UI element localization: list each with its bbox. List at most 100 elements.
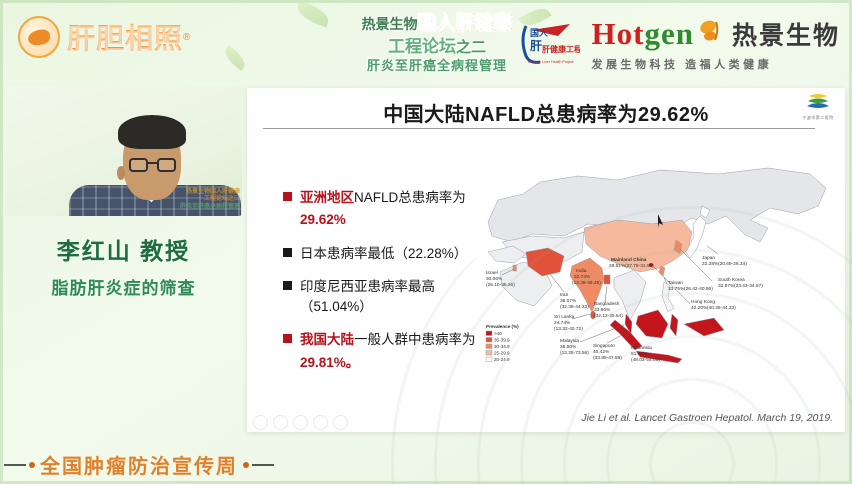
slide-dot[interactable] xyxy=(253,415,268,430)
registered-mark: ® xyxy=(183,31,191,43)
svg-text:Taiwan: Taiwan xyxy=(668,280,683,286)
forum-logo-line2: 工程论坛之二 xyxy=(342,36,532,58)
svg-text:(25.10-35.26): (25.10-35.26) xyxy=(486,282,515,288)
map-island-papua xyxy=(683,317,725,337)
slide-dot[interactable] xyxy=(333,415,348,430)
map-region-west-asia xyxy=(487,245,527,264)
map-country-sri-lanka xyxy=(590,310,596,320)
svg-text:Singapore: Singapore xyxy=(593,343,615,349)
map-island-java xyxy=(635,350,683,364)
bullet-highlight: 亚洲地区 xyxy=(300,190,354,205)
map-country-south-korea xyxy=(673,239,683,255)
svg-text:(33.95-47.59): (33.95-47.59) xyxy=(593,355,622,361)
map-country-india xyxy=(569,257,605,313)
bullet-text: 日本患病率最低（22.28%） xyxy=(300,245,468,261)
presentation-slide: 中国大陆NAFLD总患病率为29.62% 宁波市第二医院 亚洲地区NAFLD总患… xyxy=(247,88,845,432)
svg-text:(13.39-49.49): (13.39-49.49) xyxy=(572,280,601,286)
svg-text:Mainland China: Mainland China xyxy=(611,257,647,263)
map-country-philippines xyxy=(661,281,675,313)
slide-dot[interactable] xyxy=(273,415,288,430)
svg-text:42.20%: 42.20% xyxy=(691,305,708,311)
map-country-israel xyxy=(512,264,517,272)
speaker-topic: 脂肪肝炎症的筛查 xyxy=(51,279,196,298)
svg-text:35-39.9: 35-39.9 xyxy=(494,338,510,343)
svg-text:(48.03-54.05): (48.03-54.05) xyxy=(631,357,660,363)
banner-dash-right xyxy=(252,463,274,466)
speaker-ear xyxy=(117,166,125,180)
map-label-sri-lanka: Sri Lanka 24.74% (13.32-40.72) xyxy=(554,314,583,332)
banner-dash-left xyxy=(4,463,26,466)
svg-text:Hong Kong: Hong Kong xyxy=(691,299,715,305)
hospital-logo-icon xyxy=(807,94,829,108)
svg-text:Prevalence (%): Prevalence (%) xyxy=(486,324,519,329)
svg-text:Indonesia: Indonesia xyxy=(631,345,652,351)
speaker-glasses xyxy=(129,158,176,174)
map-island-hokkaido xyxy=(699,205,711,219)
svg-text:33.75%: 33.75% xyxy=(668,286,685,292)
svg-text:(32.12-35.64): (32.12-35.64) xyxy=(594,313,623,319)
svg-text:30.06%: 30.06% xyxy=(486,276,503,282)
slide-dot[interactable] xyxy=(293,415,308,430)
svg-text:Israel: Israel xyxy=(486,270,498,276)
svg-text:(23.43-34.67): (23.43-34.67) xyxy=(734,283,763,289)
map-label-malaysia: Malaysia 38.50% (13.35-73.56) xyxy=(560,338,589,356)
mouse-cursor-icon xyxy=(658,214,663,228)
svg-text:(26.42-40.96): (26.42-40.96) xyxy=(684,286,713,292)
forum-logo: 热景生物国人肝健康 工程论坛之二 肝炎至肝癌全病程管理 xyxy=(342,12,532,74)
svg-text:Japan: Japan xyxy=(702,255,715,261)
butterfly-icon xyxy=(700,20,719,41)
banner-dot-right xyxy=(243,461,249,468)
map-label-indonesia: Indonesia 51.04% (48.03-54.05) xyxy=(631,345,660,363)
hospital-logo-text: 宁波市第二医院 xyxy=(802,115,834,120)
forum-title-sub: 工程论坛 xyxy=(387,36,456,56)
svg-text:(20.69-26.34): (20.69-26.34) xyxy=(718,261,747,267)
bullet-item: 日本患病率最低（22.28%） xyxy=(283,244,493,264)
bullet-item: 印度尼西亚患病率最高（51.04%） xyxy=(283,277,493,318)
map-label-japan: Japan 22.28% (20.69-26.34) xyxy=(702,255,747,267)
svg-text:(40.35-44.23): (40.35-44.23) xyxy=(707,305,736,311)
liver-emblem-icon xyxy=(18,16,60,58)
project-logo-text3: Chinese Liver Health Project xyxy=(528,60,574,64)
map-label-iran: Iran 38.07% (32.38-44.33) xyxy=(560,292,589,310)
svg-text:20-24.9: 20-24.9 xyxy=(494,357,510,362)
map-label-south-korea: South Korea 32.87% (23.43-34.67) xyxy=(718,277,763,289)
hotgen-tagline: 发展生物科技 造福人类健康 xyxy=(591,59,773,71)
watermark-line: 工程论坛之二 xyxy=(203,196,240,203)
map-country-iran xyxy=(525,247,565,277)
gandanxiangzhao-logo-text: 肝胆相照 xyxy=(67,17,183,57)
slide-citation: Jie Li et al. Lancet Gastroen Hepatol. M… xyxy=(581,412,833,424)
svg-text:India: India xyxy=(576,268,587,274)
banner-dot-left xyxy=(29,461,35,468)
forum-logo-line3: 肝炎至肝癌全病程管理 xyxy=(366,57,507,73)
hotgen-wordmark: Hotgen xyxy=(591,16,694,51)
slide-dot[interactable] xyxy=(313,415,328,430)
map-region-north-asia xyxy=(487,167,827,243)
hospital-logo: 宁波市第二医院 xyxy=(801,92,835,121)
asia-prevalence-map: Israel 30.06% (25.10-35.26) Iran 38.07% … xyxy=(468,162,844,404)
project-logo-text2: 肝健康工程 xyxy=(542,44,580,54)
svg-text:22.28%: 22.28% xyxy=(702,261,719,267)
svg-text:51.04%: 51.04% xyxy=(631,351,648,357)
speaker-name: 李红山 教授 xyxy=(56,238,191,264)
svg-text:38.07%: 38.07% xyxy=(560,298,577,304)
map-label-india: India 32.74% (13.39-49.49) xyxy=(572,268,601,286)
bullet-item: 亚洲地区NAFLD总患病率为 29.62% xyxy=(283,188,493,231)
map-label-bangladesh: Bangladesh 33.86% (32.12-35.64) xyxy=(594,301,623,319)
footer-banner: 全国肿瘤防治宣传周 xyxy=(4,450,274,479)
bullet-text: 一般人群中患病率为 xyxy=(354,332,476,348)
map-country-bangladesh xyxy=(603,274,611,285)
forum-brand-prefix: 热景生物 xyxy=(361,16,418,32)
gandanxiangzhao-logo: 肝胆相照 ® xyxy=(18,16,190,58)
title-divider xyxy=(263,128,815,129)
svg-text:Bangladesh: Bangladesh xyxy=(594,301,620,307)
forum-title-main: 国人肝健康 xyxy=(417,13,513,34)
svg-text:肝: 肝 xyxy=(530,38,542,53)
map-country-japan xyxy=(685,215,707,259)
map-country-china xyxy=(583,219,693,273)
map-island-borneo xyxy=(635,309,669,339)
bullet-item: 我国大陆一般人群中患病率为 29.81%。 xyxy=(283,330,493,373)
map-region-hong-kong xyxy=(649,263,653,267)
bullet-text: 印度尼西亚患病率最高（51.04%） xyxy=(300,278,435,314)
map-label-singapore: Singapore 40.42% (33.95-47.59) xyxy=(593,343,622,361)
svg-text:33.86%: 33.86% xyxy=(594,307,611,313)
